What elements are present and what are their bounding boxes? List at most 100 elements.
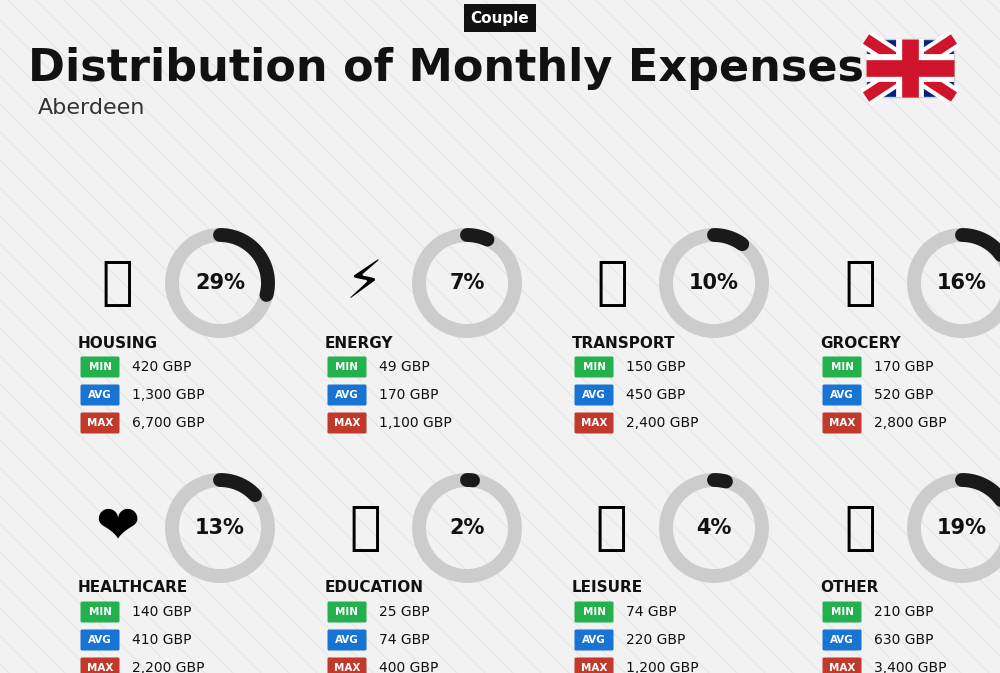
Text: MIN: MIN — [88, 362, 112, 372]
FancyBboxPatch shape — [328, 384, 366, 406]
Text: 140 GBP: 140 GBP — [132, 605, 192, 619]
Text: AVG: AVG — [335, 390, 359, 400]
Text: 520 GBP: 520 GBP — [874, 388, 933, 402]
Text: HEALTHCARE: HEALTHCARE — [78, 581, 188, 596]
Text: 3,400 GBP: 3,400 GBP — [874, 661, 946, 673]
FancyBboxPatch shape — [574, 384, 614, 406]
FancyBboxPatch shape — [80, 658, 120, 673]
Text: 🎓: 🎓 — [349, 502, 381, 554]
Text: OTHER: OTHER — [820, 581, 878, 596]
Text: MIN: MIN — [336, 607, 358, 617]
FancyBboxPatch shape — [574, 602, 614, 623]
Text: 2,400 GBP: 2,400 GBP — [626, 416, 698, 430]
Text: MAX: MAX — [581, 663, 607, 673]
FancyBboxPatch shape — [822, 413, 862, 433]
FancyBboxPatch shape — [328, 658, 366, 673]
FancyBboxPatch shape — [822, 357, 862, 378]
Text: AVG: AVG — [582, 635, 606, 645]
Text: TRANSPORT: TRANSPORT — [572, 336, 676, 351]
Text: 1,300 GBP: 1,300 GBP — [132, 388, 205, 402]
Text: 2%: 2% — [449, 518, 485, 538]
Text: 170 GBP: 170 GBP — [874, 360, 934, 374]
Text: 2,200 GBP: 2,200 GBP — [132, 661, 205, 673]
Text: 6,700 GBP: 6,700 GBP — [132, 416, 205, 430]
Text: 2,800 GBP: 2,800 GBP — [874, 416, 947, 430]
Text: 1,100 GBP: 1,100 GBP — [379, 416, 452, 430]
Text: MAX: MAX — [829, 663, 855, 673]
Text: Distribution of Monthly Expenses: Distribution of Monthly Expenses — [28, 46, 864, 90]
FancyBboxPatch shape — [822, 602, 862, 623]
FancyBboxPatch shape — [822, 629, 862, 651]
Text: AVG: AVG — [582, 390, 606, 400]
FancyBboxPatch shape — [328, 629, 366, 651]
Text: MIN: MIN — [582, 607, 606, 617]
Text: 1,200 GBP: 1,200 GBP — [626, 661, 699, 673]
FancyBboxPatch shape — [328, 413, 366, 433]
FancyBboxPatch shape — [822, 658, 862, 673]
Text: 💰: 💰 — [844, 502, 876, 554]
Text: MAX: MAX — [334, 663, 360, 673]
FancyBboxPatch shape — [574, 629, 614, 651]
Text: MAX: MAX — [87, 418, 113, 428]
Text: EDUCATION: EDUCATION — [325, 581, 424, 596]
Text: 🚌: 🚌 — [596, 257, 628, 309]
Text: Couple: Couple — [471, 11, 529, 26]
Text: ❤️: ❤️ — [96, 502, 140, 554]
Text: AVG: AVG — [830, 390, 854, 400]
Text: 450 GBP: 450 GBP — [626, 388, 685, 402]
Text: 420 GBP: 420 GBP — [132, 360, 191, 374]
Text: 🛍️: 🛍️ — [596, 502, 628, 554]
Text: ENERGY: ENERGY — [325, 336, 394, 351]
Text: 16%: 16% — [937, 273, 987, 293]
Text: MAX: MAX — [334, 418, 360, 428]
FancyBboxPatch shape — [80, 357, 120, 378]
Text: AVG: AVG — [88, 635, 112, 645]
Text: 13%: 13% — [195, 518, 245, 538]
Text: 29%: 29% — [195, 273, 245, 293]
Text: MIN: MIN — [336, 362, 358, 372]
Text: AVG: AVG — [830, 635, 854, 645]
Text: 10%: 10% — [689, 273, 739, 293]
FancyBboxPatch shape — [822, 384, 862, 406]
Text: HOUSING: HOUSING — [78, 336, 158, 351]
Text: 170 GBP: 170 GBP — [379, 388, 438, 402]
Text: AVG: AVG — [335, 635, 359, 645]
Text: 630 GBP: 630 GBP — [874, 633, 934, 647]
Text: 410 GBP: 410 GBP — [132, 633, 192, 647]
Text: 🏗️: 🏗️ — [102, 257, 134, 309]
Text: 220 GBP: 220 GBP — [626, 633, 685, 647]
Text: 25 GBP: 25 GBP — [379, 605, 430, 619]
Text: Aberdeen: Aberdeen — [38, 98, 145, 118]
FancyBboxPatch shape — [328, 357, 366, 378]
FancyBboxPatch shape — [574, 658, 614, 673]
Text: 74 GBP: 74 GBP — [626, 605, 677, 619]
FancyBboxPatch shape — [80, 384, 120, 406]
Text: 4%: 4% — [696, 518, 732, 538]
Text: MAX: MAX — [829, 418, 855, 428]
FancyBboxPatch shape — [80, 602, 120, 623]
Text: 150 GBP: 150 GBP — [626, 360, 686, 374]
FancyBboxPatch shape — [574, 357, 614, 378]
Text: 74 GBP: 74 GBP — [379, 633, 430, 647]
FancyBboxPatch shape — [574, 413, 614, 433]
Text: MIN: MIN — [88, 607, 112, 617]
Text: 19%: 19% — [937, 518, 987, 538]
Text: MAX: MAX — [87, 663, 113, 673]
Text: AVG: AVG — [88, 390, 112, 400]
Text: 49 GBP: 49 GBP — [379, 360, 430, 374]
Text: 210 GBP: 210 GBP — [874, 605, 934, 619]
Text: MAX: MAX — [581, 418, 607, 428]
FancyBboxPatch shape — [328, 602, 366, 623]
Text: MIN: MIN — [830, 607, 854, 617]
FancyBboxPatch shape — [866, 39, 954, 97]
Text: ⚡️: ⚡️ — [347, 257, 384, 309]
FancyBboxPatch shape — [80, 413, 120, 433]
FancyBboxPatch shape — [80, 629, 120, 651]
Text: 400 GBP: 400 GBP — [379, 661, 438, 673]
Text: 🛒: 🛒 — [844, 257, 876, 309]
Text: GROCERY: GROCERY — [820, 336, 901, 351]
Text: MIN: MIN — [582, 362, 606, 372]
Text: MIN: MIN — [830, 362, 854, 372]
Text: 7%: 7% — [449, 273, 485, 293]
Text: LEISURE: LEISURE — [572, 581, 643, 596]
